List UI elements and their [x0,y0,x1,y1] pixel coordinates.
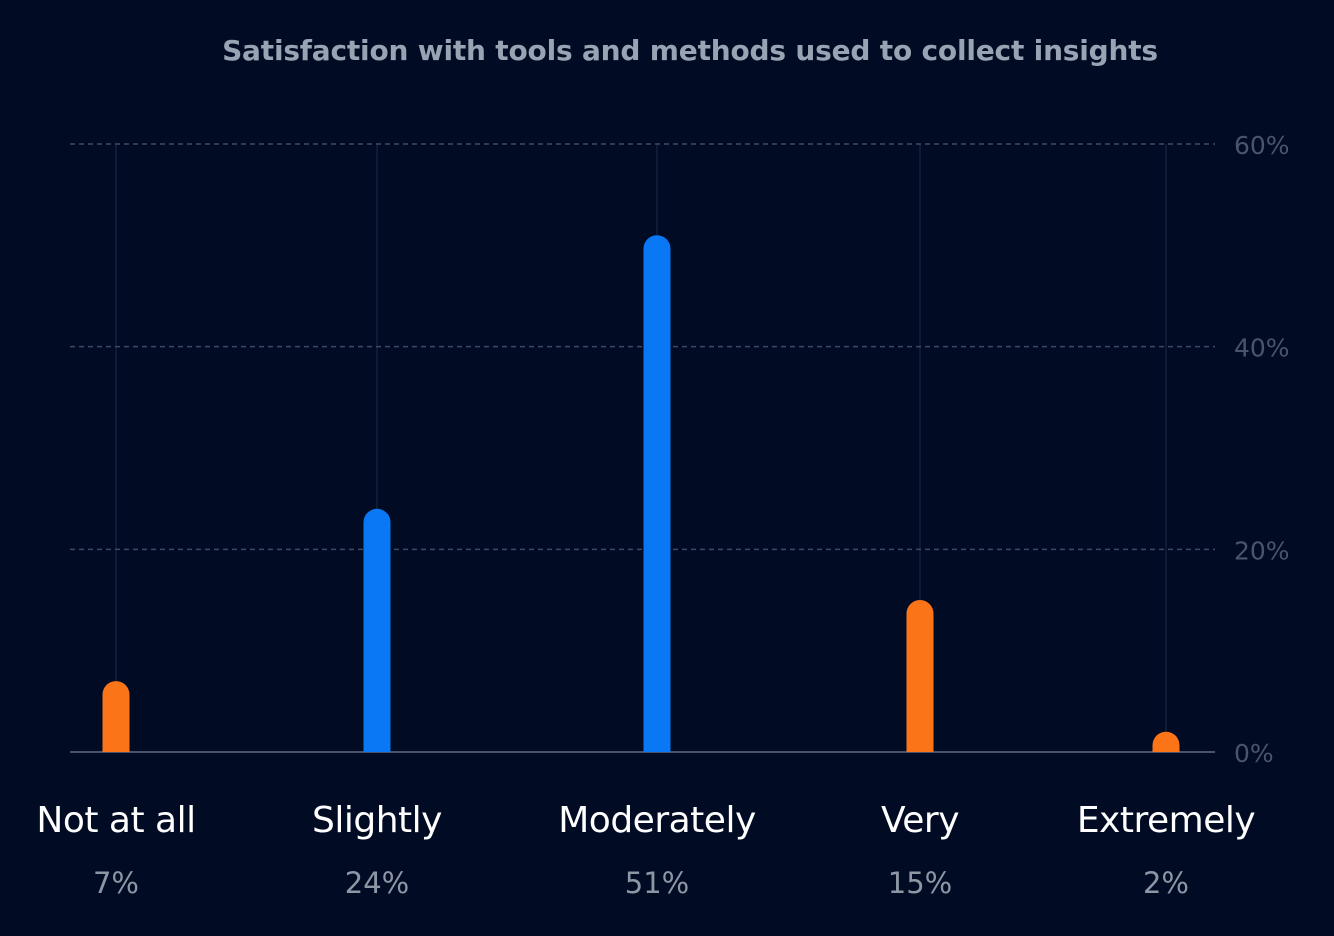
bar-extremely [1152,731,1180,752]
bar-slightly [363,508,391,752]
category-label: Moderately [558,800,756,841]
bar-very [906,600,934,752]
value-label: 24% [344,866,410,900]
y-tick-label: 40% [1234,334,1290,363]
bar-moderately [643,235,671,752]
chart-title: Satisfaction with tools and methods used… [222,34,1158,67]
value-label: 7% [92,866,139,900]
bar-not-at-all [102,681,130,752]
category-label: Very [880,800,960,841]
y-tick-label: 20% [1234,536,1290,565]
category-label: Not at all [36,800,196,841]
category-label: Slightly [312,800,442,841]
value-label: 51% [624,866,690,900]
value-label: 2% [1142,866,1189,900]
y-tick-label: 0% [1234,739,1274,768]
value-label: 15% [887,866,953,900]
y-tick-label: 60% [1234,131,1290,160]
category-label: Extremely [1076,800,1256,841]
